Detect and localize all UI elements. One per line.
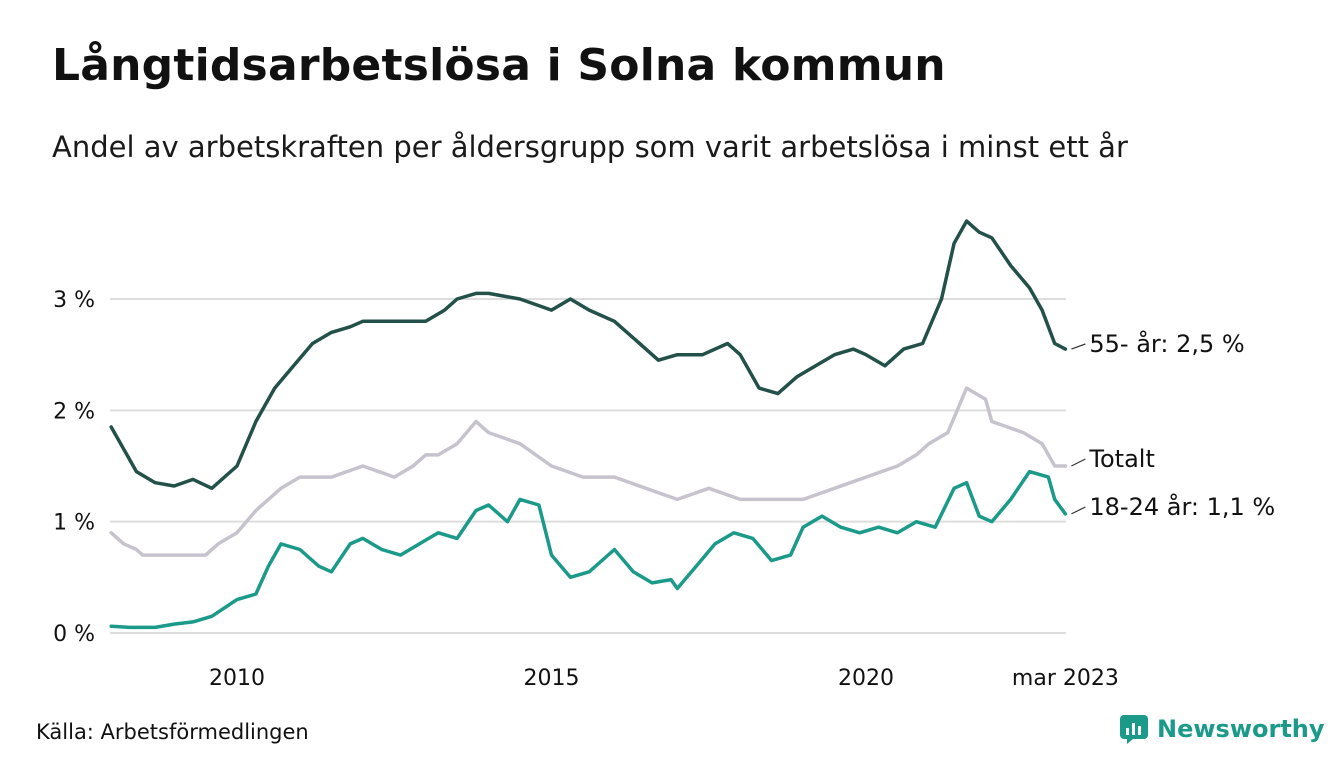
series-end-label: 18-24 år: 1,1 % xyxy=(1089,492,1275,521)
x-tick-label: 2010 xyxy=(209,666,265,691)
end-label-connector xyxy=(1071,506,1086,515)
series-line-1 xyxy=(109,219,1068,491)
x-tick-label: mar 2023 xyxy=(1012,666,1119,691)
chart-subtitle: Andel av arbetskraften per åldersgrupp s… xyxy=(52,130,1128,164)
x-tick-label: 2015 xyxy=(524,666,580,691)
chart-title: Långtidsarbetslösa i Solna kommun xyxy=(52,40,946,91)
x-tick-label: 2020 xyxy=(838,666,894,691)
source-note: Källa: Arbetsförmedlingen xyxy=(36,720,309,744)
series-end-labels: Totalt 55- år: 2,5 % 18-24 år: 1,1 % xyxy=(1071,329,1275,521)
end-label-connector xyxy=(1071,343,1086,350)
y-axis-ticks: 0 % 1 % 2 % 3 % xyxy=(53,288,95,647)
end-label-connector xyxy=(1071,458,1086,467)
y-tick-label: 1 % xyxy=(53,511,95,536)
y-tick-label: 3 % xyxy=(53,288,95,313)
y-tick-label: 2 % xyxy=(53,399,95,424)
line-chart: 0 % 1 % 2 % 3 % 2010 2015 2020 mar 2023 Totalt… xyxy=(53,219,1275,691)
brand-name: Newsworthy xyxy=(1157,715,1325,743)
brand-logo: Newsworthy xyxy=(1119,714,1325,744)
y-tick-label: 0 % xyxy=(53,622,95,647)
series-line-2 xyxy=(109,469,1068,630)
grid-lines xyxy=(110,298,1066,634)
series-lines xyxy=(109,219,1068,630)
series-end-label: Totalt xyxy=(1088,445,1154,473)
newsworthy-icon xyxy=(1120,715,1148,744)
series-line-0 xyxy=(109,386,1068,557)
x-axis-ticks: 2010 2015 2020 mar 2023 xyxy=(209,666,1119,691)
series-end-label: 55- år: 2,5 % xyxy=(1089,329,1244,358)
